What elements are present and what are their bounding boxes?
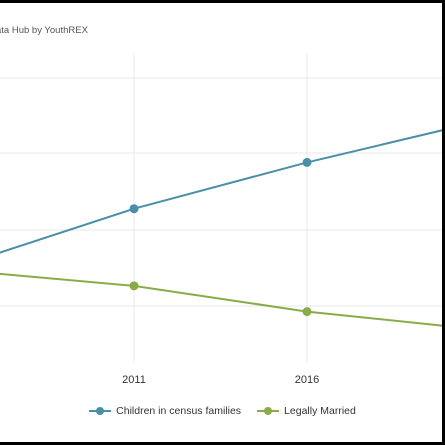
- legend-swatch-married: [257, 406, 280, 416]
- x-tick-label-2011: 2011: [122, 374, 146, 386]
- series-0-point-2011[interactable]: [129, 204, 139, 214]
- chart-credit: ata Hub by YouthREX: [0, 25, 88, 36]
- series-0-point-2016[interactable]: [302, 157, 312, 167]
- series-group: [0, 129, 442, 327]
- x-tick-labels: 2011 2016: [122, 374, 319, 386]
- legend-swatch-children: [89, 406, 112, 416]
- x-tick-label-2016: 2016: [295, 374, 319, 386]
- series-line-1: [0, 272, 442, 327]
- grid: [0, 53, 442, 363]
- legend: Children in census families Legally Marr…: [0, 405, 442, 417]
- series-1-point-2016[interactable]: [302, 307, 312, 317]
- legend-item-married[interactable]: Legally Married: [257, 405, 356, 417]
- series-line-0: [0, 129, 442, 254]
- legend-label-married: Legally Married: [284, 405, 356, 417]
- series-1-point-2011[interactable]: [129, 281, 139, 291]
- line-chart: 2011 2016: [0, 53, 442, 386]
- legend-label-children: Children in census families: [116, 405, 242, 417]
- legend-item-children[interactable]: Children in census families: [89, 405, 241, 417]
